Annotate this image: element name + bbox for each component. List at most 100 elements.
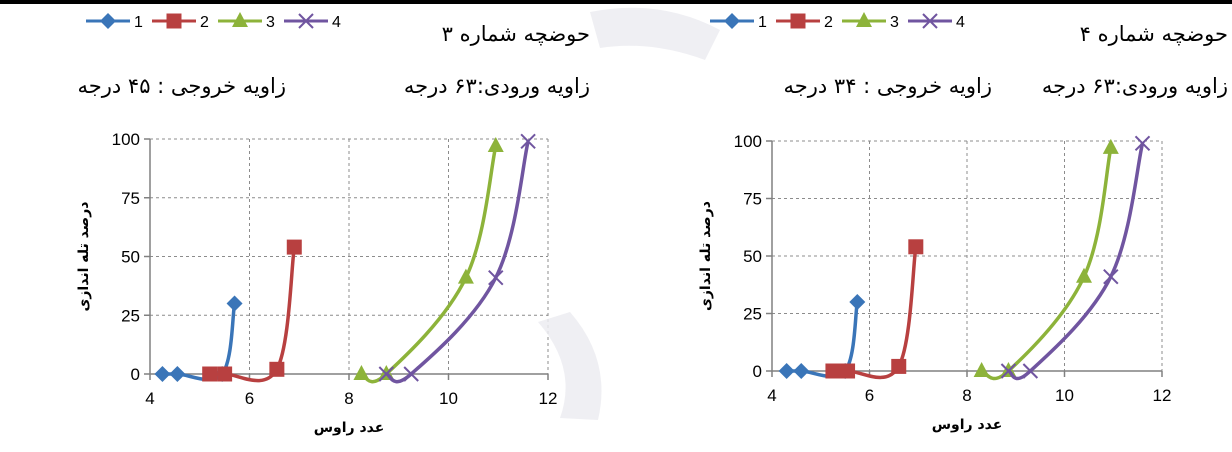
data-point [269, 361, 285, 377]
x-tick-label: 12 [539, 389, 558, 408]
y-axis-title: درصد تله اندازی [76, 202, 92, 312]
series-2 [825, 239, 924, 380]
legend-item-1: 1 [710, 13, 767, 31]
data-point [487, 137, 504, 153]
y-tick-label: 100 [734, 132, 762, 151]
x-axis-title: عدد راوس [314, 420, 385, 436]
legend-label: 1 [134, 14, 143, 31]
series-3 [353, 137, 504, 384]
legend: 1 2 3 4 [86, 12, 341, 31]
legend-item-2: 2 [152, 13, 209, 31]
grid-lines [772, 140, 1163, 371]
legend-marker [922, 13, 938, 29]
legend-label: 2 [824, 14, 833, 31]
y-tick-label: 0 [131, 365, 140, 384]
data-point [1000, 363, 1017, 379]
data-point [908, 239, 924, 255]
data-point [217, 366, 233, 382]
series-2 [202, 239, 302, 383]
data-point [154, 366, 171, 382]
data-point [403, 366, 419, 382]
data-point [226, 295, 243, 312]
x-tick-label: 4 [767, 386, 776, 405]
y-tick-label: 50 [121, 248, 140, 267]
chart-panel-pool-4: حوضچه شماره ۴ زاویه ورودی:۶۳ درجه زاویه … [616, 4, 1232, 452]
data-point [202, 366, 218, 382]
y-tick-label: 100 [112, 130, 140, 149]
chart-panel-pool-3: حوضچه شماره ۳ زاویه ورودی:۶۳ درجه زاویه … [0, 4, 616, 452]
data-point [520, 133, 536, 150]
series-line [980, 147, 1113, 381]
x-tick-label: 6 [245, 389, 254, 408]
outlet-angle-label: زاویه خروجی : ۳۴ درجه [783, 74, 993, 98]
legend-label: 1 [758, 14, 767, 31]
y-tick-label: 50 [743, 247, 762, 266]
data-point [488, 269, 504, 286]
legend: 1 2 3 4 [710, 12, 965, 31]
x-tick-label: 8 [962, 386, 971, 405]
outlet-angle-label: زاویه خروجی : ۴۵ درجه [77, 74, 287, 98]
legend-item-4: 4 [284, 13, 341, 31]
series-4 [1000, 135, 1151, 381]
data-point [891, 358, 907, 374]
y-tick-label: 75 [121, 189, 140, 208]
legend-marker [166, 13, 182, 29]
data-point [353, 365, 370, 380]
legend-item-3: 3 [218, 12, 275, 31]
chart-title: حوضچه شماره ۴ [1079, 22, 1228, 46]
legend-marker [100, 13, 116, 29]
data-point [825, 363, 841, 379]
series-line [360, 145, 498, 384]
data-point [840, 363, 856, 379]
series-4 [378, 133, 536, 384]
data-point [286, 239, 302, 255]
data-point [1134, 135, 1151, 152]
y-axis-title: درصد تله اندازی [698, 201, 714, 311]
data-point [378, 366, 395, 382]
data-point [778, 363, 795, 379]
x-tick-label: 10 [439, 389, 458, 408]
legend-item-4: 4 [908, 13, 965, 31]
data-point [973, 362, 990, 377]
legend-marker [790, 13, 806, 29]
y-tick-label: 25 [121, 306, 140, 325]
legend-item-3: 3 [842, 12, 899, 31]
inlet-angle-label: زاویه ورودی:۶۳ درجه [1041, 74, 1228, 98]
series-line [209, 246, 297, 383]
legend-label: 3 [890, 14, 899, 31]
legend-item-1: 1 [86, 13, 143, 31]
x-tick-label: 10 [1055, 386, 1074, 405]
inlet-angle-label: زاویه ورودی:۶۳ درجه [403, 74, 590, 98]
top-rule [0, 0, 1232, 4]
data-point [169, 366, 186, 382]
legend-label: 4 [332, 14, 341, 31]
chart-title: حوضچه شماره ۳ [441, 22, 590, 46]
data-point [1103, 268, 1119, 285]
legend-item-2: 2 [776, 13, 833, 31]
legend-marker [232, 12, 248, 27]
grid-lines [150, 138, 549, 374]
x-tick-label: 6 [865, 386, 874, 405]
x-tick-label: 12 [1153, 386, 1172, 405]
data-point [1022, 363, 1039, 379]
series-line [832, 246, 918, 380]
y-tick-label: 25 [743, 305, 762, 324]
data-point [1102, 138, 1119, 154]
legend-label: 4 [956, 14, 965, 31]
y-tick-label: 0 [753, 362, 762, 381]
x-axis-title: عدد راوس [932, 417, 1003, 433]
series-line [385, 140, 530, 384]
legend-label: 2 [200, 14, 209, 31]
y-tick-label: 75 [743, 190, 762, 209]
legend-label: 3 [266, 14, 275, 31]
series-line [1007, 142, 1145, 381]
data-point [457, 268, 474, 284]
data-point [1076, 267, 1092, 283]
legend-marker [856, 12, 872, 27]
x-tick-label: 8 [344, 389, 353, 408]
legend-marker [298, 13, 314, 29]
data-point [849, 294, 866, 310]
x-tick-label: 4 [145, 389, 154, 408]
